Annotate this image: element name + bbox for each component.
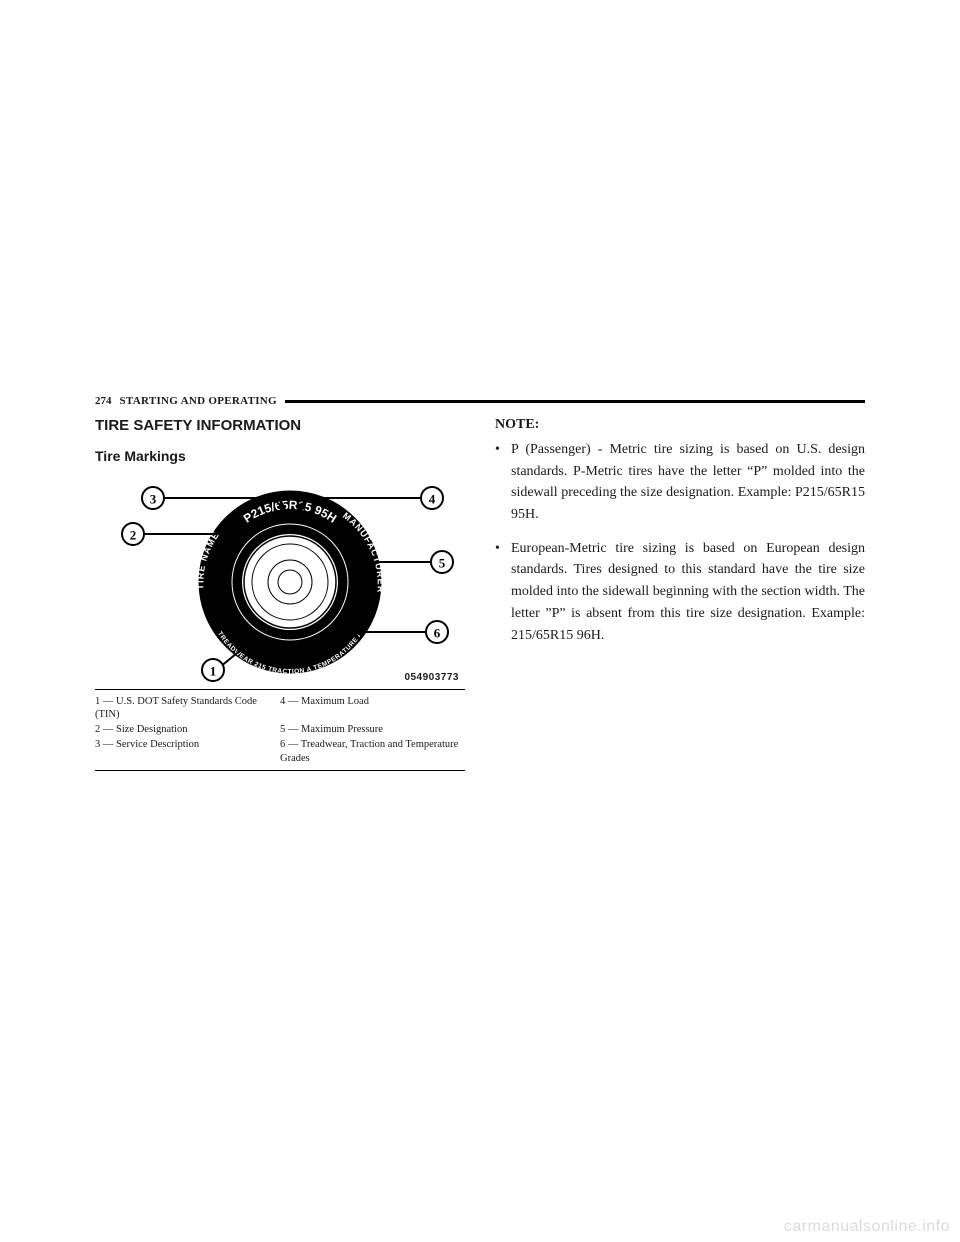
section-title: STARTING AND OPERATING xyxy=(120,395,277,407)
watermark: carmanualsonline.info xyxy=(784,1218,950,1236)
callout-3: 3 xyxy=(150,492,157,507)
legend-cell: 4 — Maximum Load xyxy=(280,694,465,722)
page-number: 274 xyxy=(95,395,112,407)
header-rule xyxy=(285,400,865,403)
legend-cell: 2 — Size Designation xyxy=(95,722,280,737)
legend-row: 1 — U.S. DOT Safety Standards Code (TIN)… xyxy=(95,694,465,722)
diagram-part-number: 054903773 xyxy=(404,672,459,683)
page-header: 274 STARTING AND OPERATING xyxy=(95,395,865,407)
callout-2: 2 xyxy=(130,528,137,543)
two-column-layout: TIRE SAFETY INFORMATION Tire Markings xyxy=(95,417,865,771)
callout-6: 6 xyxy=(434,626,441,641)
callout-1: 1 xyxy=(210,664,217,679)
tire-diagram-svg: P215/65R15 95H TIRE NAME MANUFACTURER TR… xyxy=(95,472,465,687)
section-heading: TIRE SAFETY INFORMATION xyxy=(95,417,465,434)
left-column: TIRE SAFETY INFORMATION Tire Markings xyxy=(95,417,465,771)
page: 274 STARTING AND OPERATING TIRE SAFETY I… xyxy=(0,0,960,1242)
callout-4: 4 xyxy=(429,492,436,507)
legend-cell: 5 — Maximum Pressure xyxy=(280,722,465,737)
note-heading: NOTE: xyxy=(495,417,865,433)
tire-diagram-container: P215/65R15 95H TIRE NAME MANUFACTURER TR… xyxy=(95,472,465,771)
legend-row: 2 — Size Designation 5 — Maximum Pressur… xyxy=(95,722,465,737)
list-item: European-Metric tire sizing is based on … xyxy=(495,538,865,646)
content-area: 274 STARTING AND OPERATING TIRE SAFETY I… xyxy=(95,395,865,771)
diagram-legend: 1 — U.S. DOT Safety Standards Code (TIN)… xyxy=(95,689,465,771)
list-item: P (Passenger) - Metric tire sizing is ba… xyxy=(495,439,865,526)
tire-diagram: P215/65R15 95H TIRE NAME MANUFACTURER TR… xyxy=(95,472,465,687)
legend-cell: 6 — Treadwear, Traction and Temperature … xyxy=(280,737,465,765)
right-column: NOTE: P (Passenger) - Metric tire sizing… xyxy=(495,417,865,771)
callout-5: 5 xyxy=(439,556,446,571)
subsection-heading: Tire Markings xyxy=(95,448,465,464)
legend-cell: 1 — U.S. DOT Safety Standards Code (TIN) xyxy=(95,694,280,722)
note-list: P (Passenger) - Metric tire sizing is ba… xyxy=(495,439,865,646)
legend-row: 3 — Service Description 6 — Treadwear, T… xyxy=(95,737,465,765)
legend-cell: 3 — Service Description xyxy=(95,737,280,765)
